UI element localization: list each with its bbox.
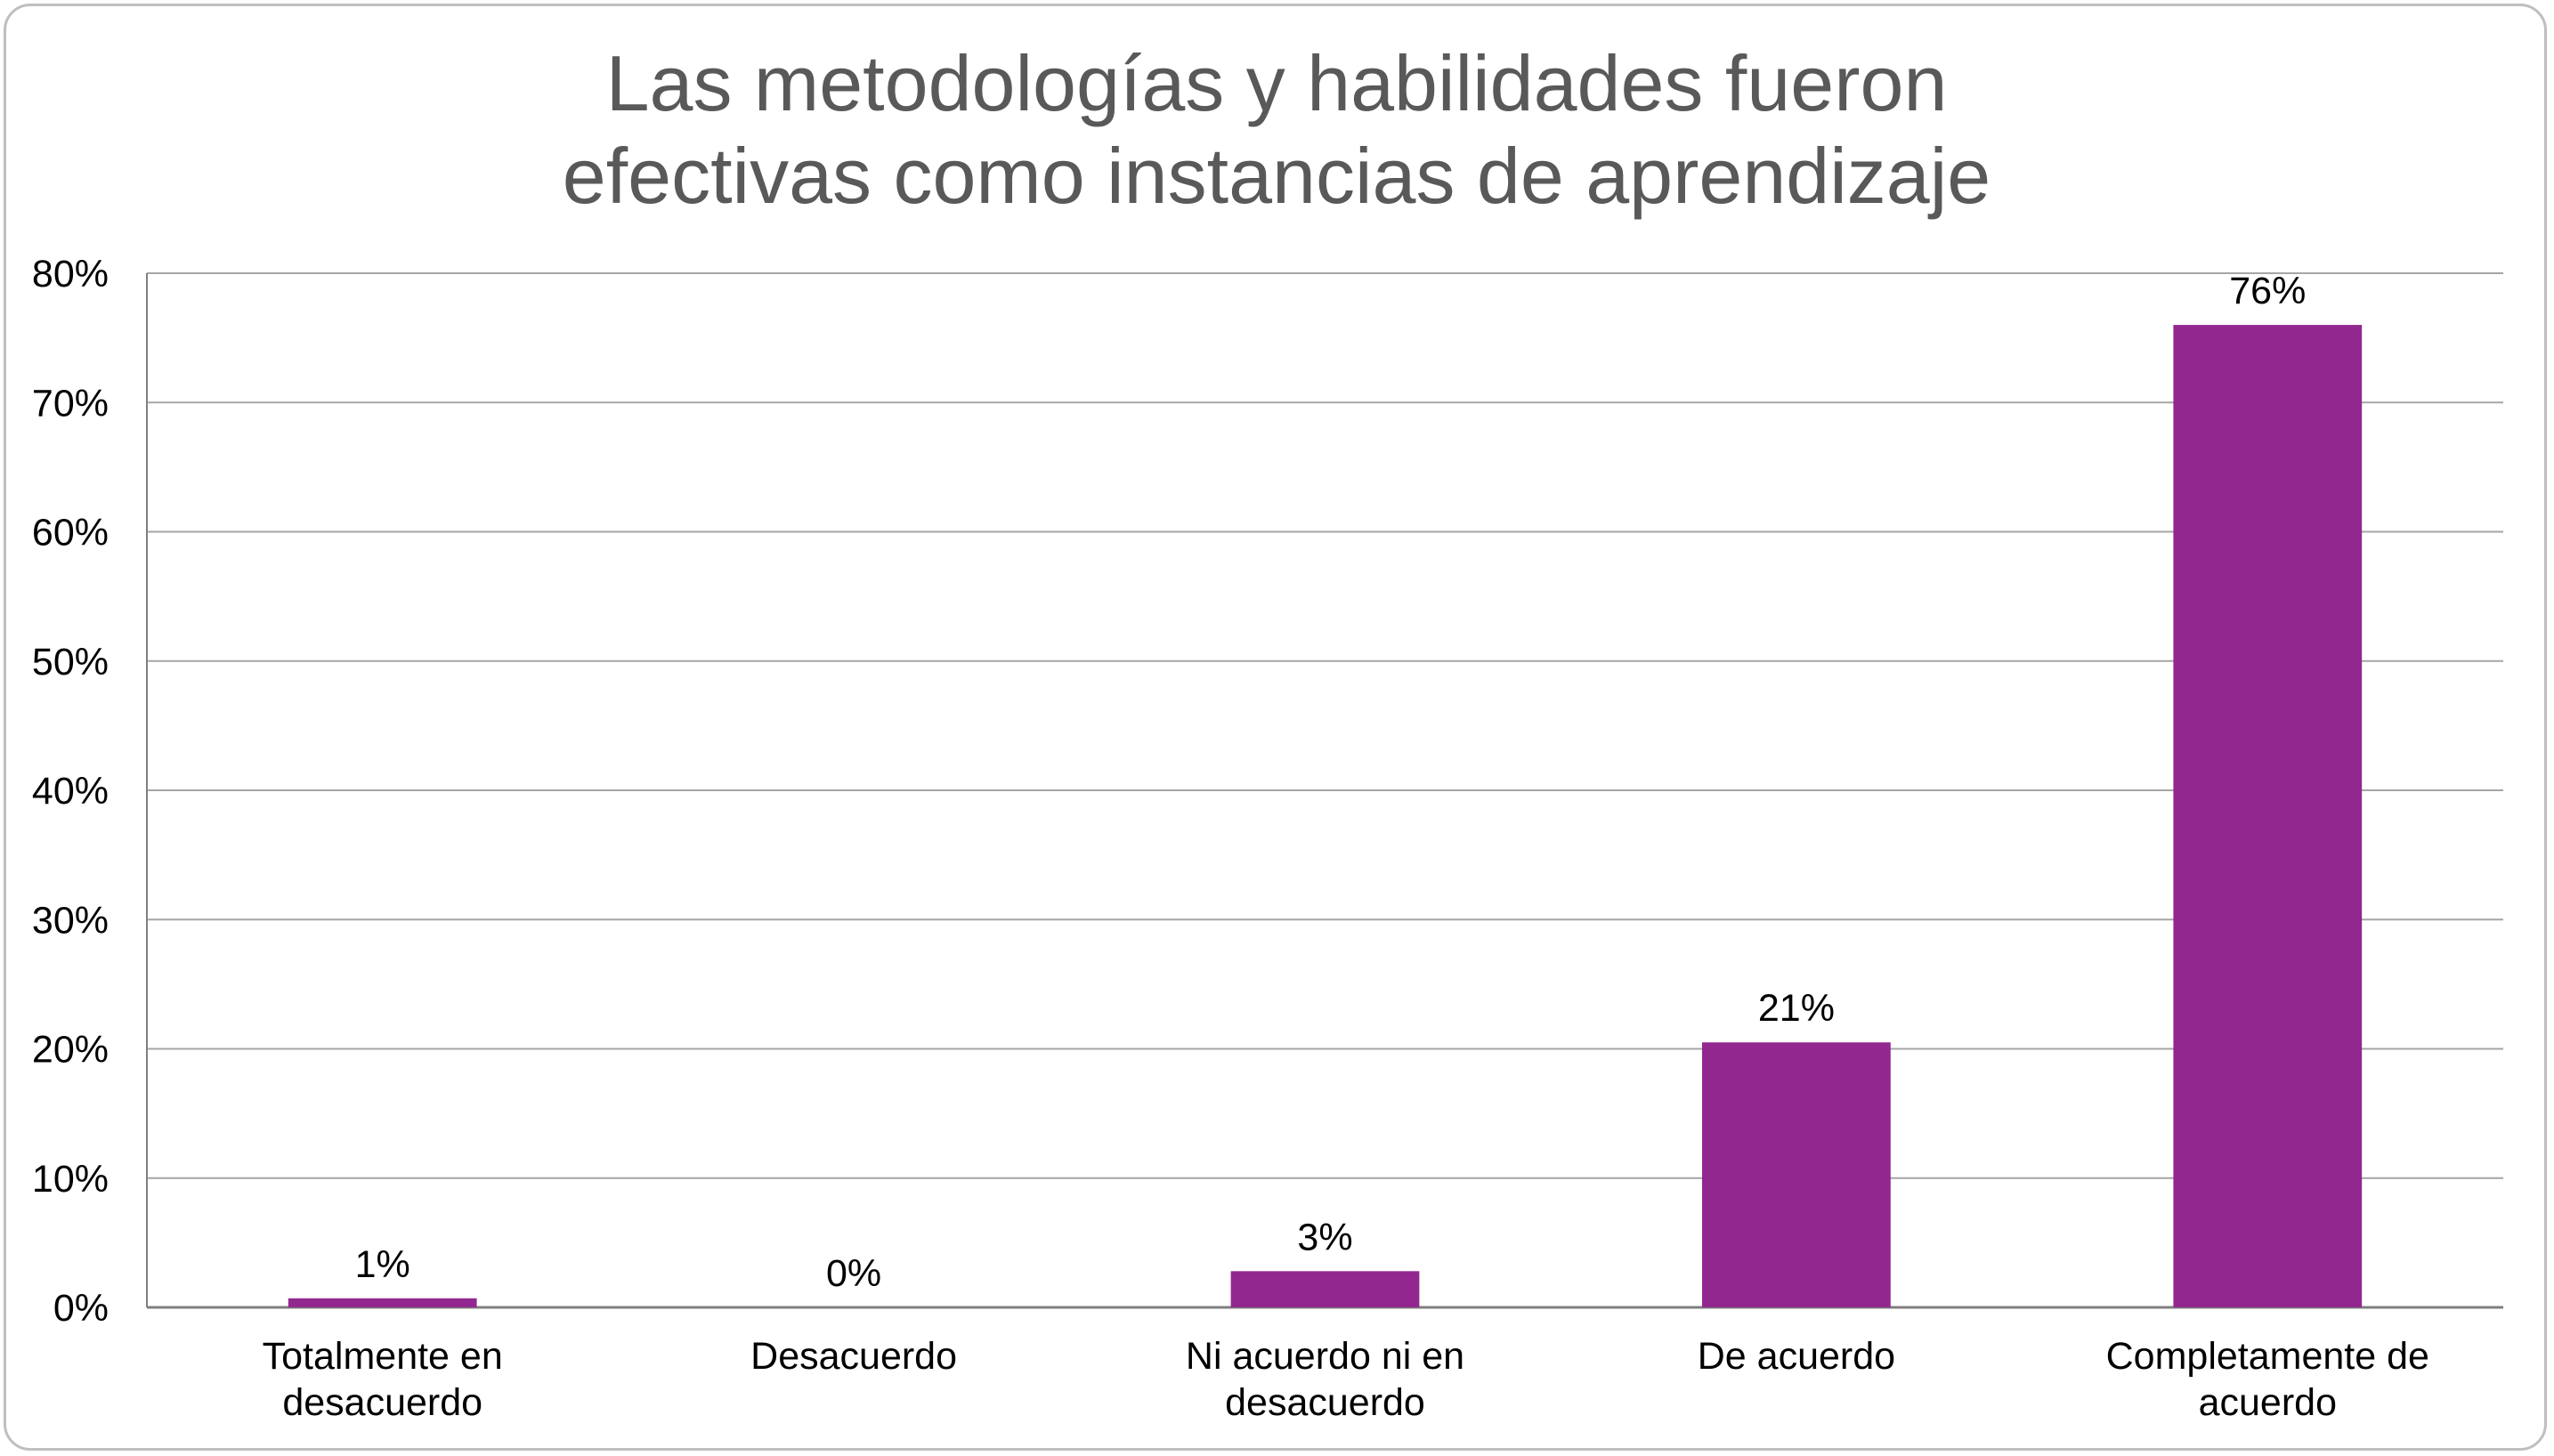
bar (1702, 1042, 1891, 1307)
x-category-label: Desacuerdo (750, 1335, 957, 1378)
x-category-label: Totalmente en (263, 1335, 503, 1378)
data-labels: 1% 0% 3% 21% 76% (355, 270, 2307, 1295)
y-tick-label: 50% (32, 641, 109, 684)
x-category-label: desacuerdo (282, 1381, 482, 1424)
bar-data-label: 21% (1758, 987, 1835, 1030)
y-tick-label: 40% (32, 770, 109, 813)
chart-title-line-1: Las metodologías y habilidades fueron (606, 39, 1948, 127)
bars (288, 325, 2363, 1308)
bar (288, 1298, 477, 1307)
bar (1230, 1271, 1420, 1307)
bar (2173, 325, 2363, 1308)
x-category-label: Ni acuerdo ni en (1186, 1335, 1464, 1378)
x-category-label: De acuerdo (1698, 1335, 1895, 1378)
bar-data-label: 76% (2229, 270, 2306, 312)
chart-title-line-2: efectivas como instancias de aprendizaje (563, 132, 1990, 220)
y-tick-label: 60% (32, 512, 109, 554)
y-axis-ticks: 0% 10% 20% 30% 40% 50% 60% 70% 80% (32, 253, 109, 1330)
y-tick-label: 20% (32, 1029, 109, 1072)
gridlines (146, 272, 2503, 1309)
bar-data-label: 3% (1297, 1216, 1352, 1258)
y-tick-label: 0% (53, 1287, 109, 1330)
x-category-label: acuerdo (2199, 1381, 2337, 1424)
x-category-label: Completamente de (2106, 1335, 2429, 1378)
y-tick-label: 30% (32, 899, 109, 942)
y-tick-label: 80% (32, 253, 109, 295)
chart-frame (4, 4, 2547, 1451)
x-category-label: desacuerdo (1225, 1381, 1425, 1424)
bar-data-label: 1% (355, 1243, 410, 1286)
y-tick-label: 10% (32, 1158, 109, 1201)
y-tick-label: 70% (32, 382, 109, 425)
bar-data-label: 0% (826, 1252, 881, 1295)
